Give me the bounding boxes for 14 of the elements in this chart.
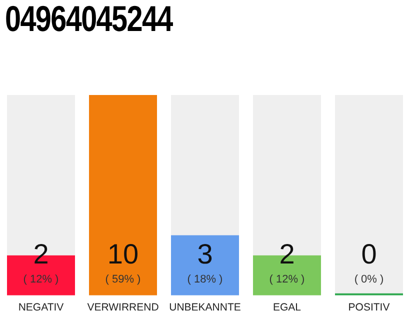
- annotation: ( 12% ): [269, 273, 305, 286]
- data-label: 3: [197, 238, 213, 270]
- annotation: ( 12% ): [23, 273, 59, 286]
- x-tick-label: NEGATIV: [18, 302, 64, 314]
- chart-title: 04964045244: [5, 0, 172, 40]
- annotation: ( 59% ): [105, 273, 141, 286]
- annotation: ( 0% ): [354, 273, 384, 286]
- data-label: 10: [107, 238, 139, 270]
- annotation: ( 18% ): [187, 273, 223, 286]
- x-tick-label: VERWIRREND: [87, 302, 160, 314]
- x-tick-label: EGAL: [272, 302, 302, 314]
- x-tick-label: POSITIV: [348, 302, 390, 314]
- data-label: 0: [361, 238, 377, 270]
- x-tick-label: UNBEKANNTE: [169, 302, 241, 314]
